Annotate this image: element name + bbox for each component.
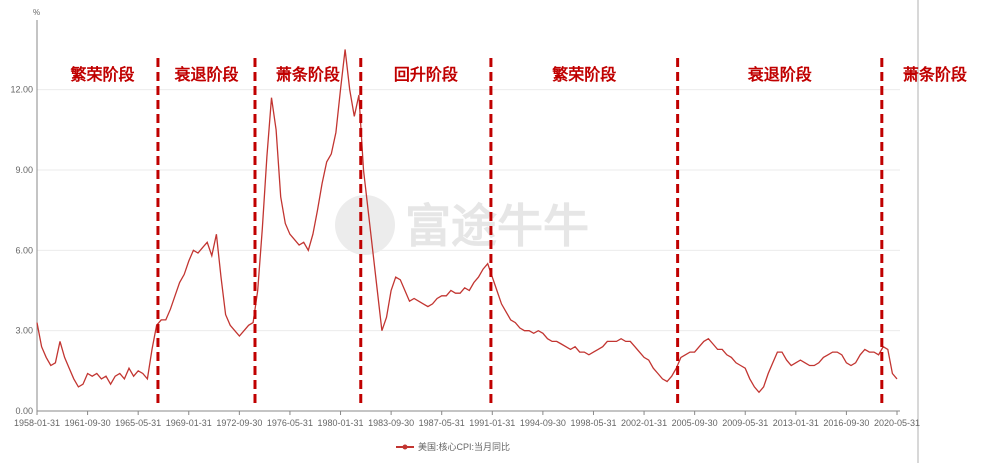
series-line (36, 49, 898, 394)
y-unit: % (33, 8, 40, 17)
phase-label: 衰退阶段 (747, 65, 813, 84)
y-tick-label: 3.00 (15, 326, 33, 336)
x-tick-label: 1980-01-31 (318, 418, 364, 428)
watermark-logo (335, 195, 395, 255)
x-tick-label: 2002-01-31 (621, 418, 667, 428)
x-tick-label: 1998-05-31 (570, 418, 616, 428)
legend-label: 美国:核心CPI:当月同比 (418, 441, 510, 452)
y-tick-label: 9.00 (15, 165, 33, 175)
phase-label: 萧条阶段 (903, 65, 968, 84)
x-tick-label: 2016-09-30 (823, 418, 869, 428)
x-tick-label: 1976-05-31 (267, 418, 313, 428)
x-tick-label: 1969-01-31 (166, 418, 212, 428)
x-tick-label: 2013-01-31 (773, 418, 819, 428)
x-tick-label: 1958-01-31 (14, 418, 60, 428)
x-tick-label: 1965-05-31 (115, 418, 161, 428)
phase-label: 繁荣阶段 (69, 65, 135, 84)
x-tick-label: 2009-05-31 (722, 418, 768, 428)
x-tick-label: 1994-09-30 (520, 418, 566, 428)
phase-label: 回升阶段 (394, 65, 459, 84)
phase-label: 繁荣阶段 (551, 65, 617, 84)
phase-label: 萧条阶段 (276, 65, 341, 84)
x-tick-label: 2020-05-31 (874, 418, 920, 428)
y-tick-label: 0.00 (15, 406, 33, 416)
phase-label: 衰退阶段 (173, 65, 239, 84)
x-tick-label: 1991-01-31 (469, 418, 515, 428)
y-tick-label: 12.00 (10, 85, 33, 95)
legend-swatch-dot (402, 444, 408, 450)
x-tick-label: 1972-09-30 (216, 418, 262, 428)
x-tick-label: 2005-09-30 (672, 418, 718, 428)
y-tick-label: 6.00 (15, 245, 33, 255)
watermark: 富途牛牛 (405, 200, 589, 252)
x-tick-label: 1983-09-30 (368, 418, 414, 428)
x-tick-label: 1961-09-30 (65, 418, 111, 428)
x-tick-label: 1987-05-31 (419, 418, 465, 428)
